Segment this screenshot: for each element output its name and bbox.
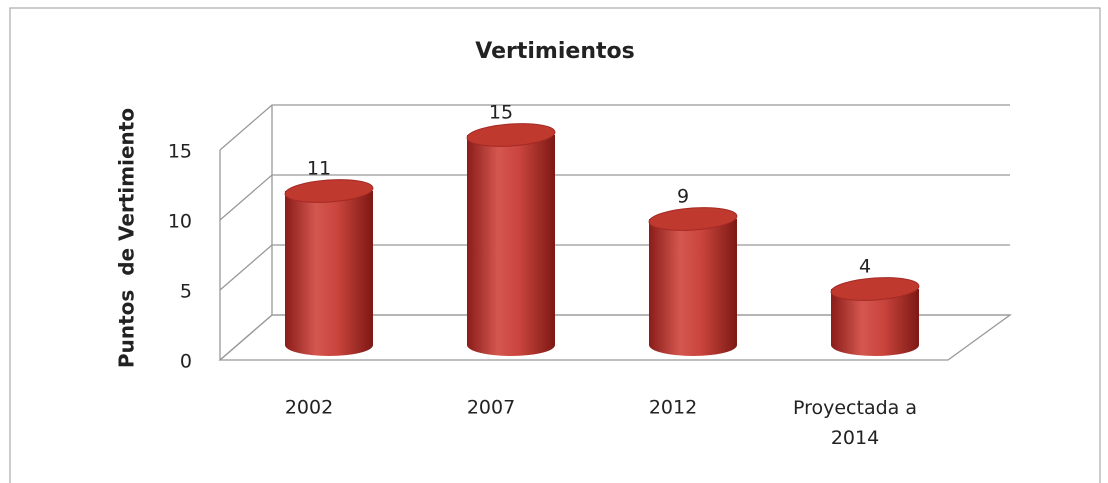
grid-line bbox=[219, 104, 1010, 151]
bar bbox=[649, 219, 737, 356]
x-tick-label: 2002 bbox=[285, 397, 333, 419]
grid-line bbox=[219, 314, 1010, 361]
y-tick-label: 0 bbox=[180, 351, 192, 373]
y-tick-label: 5 bbox=[180, 281, 192, 303]
bar bbox=[831, 289, 919, 356]
y-axis-title: Puntos de Vertimiento bbox=[115, 108, 139, 368]
bar bbox=[467, 135, 555, 356]
data-label: 4 bbox=[859, 256, 871, 278]
y-tick-label: 10 bbox=[168, 211, 192, 233]
bar-top bbox=[466, 123, 556, 147]
data-label: 9 bbox=[677, 186, 689, 208]
bar-top bbox=[830, 277, 920, 301]
x-tick-label: 2007 bbox=[467, 397, 515, 419]
chart-border bbox=[9, 7, 1101, 483]
x-tick-label: Proyectada a 2014 bbox=[793, 397, 917, 449]
data-label: 15 bbox=[489, 102, 513, 124]
grid-line bbox=[219, 244, 1010, 291]
data-label: 11 bbox=[307, 158, 331, 180]
chart-title: Vertimientos bbox=[475, 39, 634, 64]
bar bbox=[285, 191, 373, 356]
bar-top bbox=[284, 179, 374, 203]
y-tick-label: 15 bbox=[168, 141, 192, 163]
grid-line bbox=[219, 174, 1010, 221]
bar-top bbox=[648, 207, 738, 231]
x-tick-label: 2012 bbox=[649, 397, 697, 419]
